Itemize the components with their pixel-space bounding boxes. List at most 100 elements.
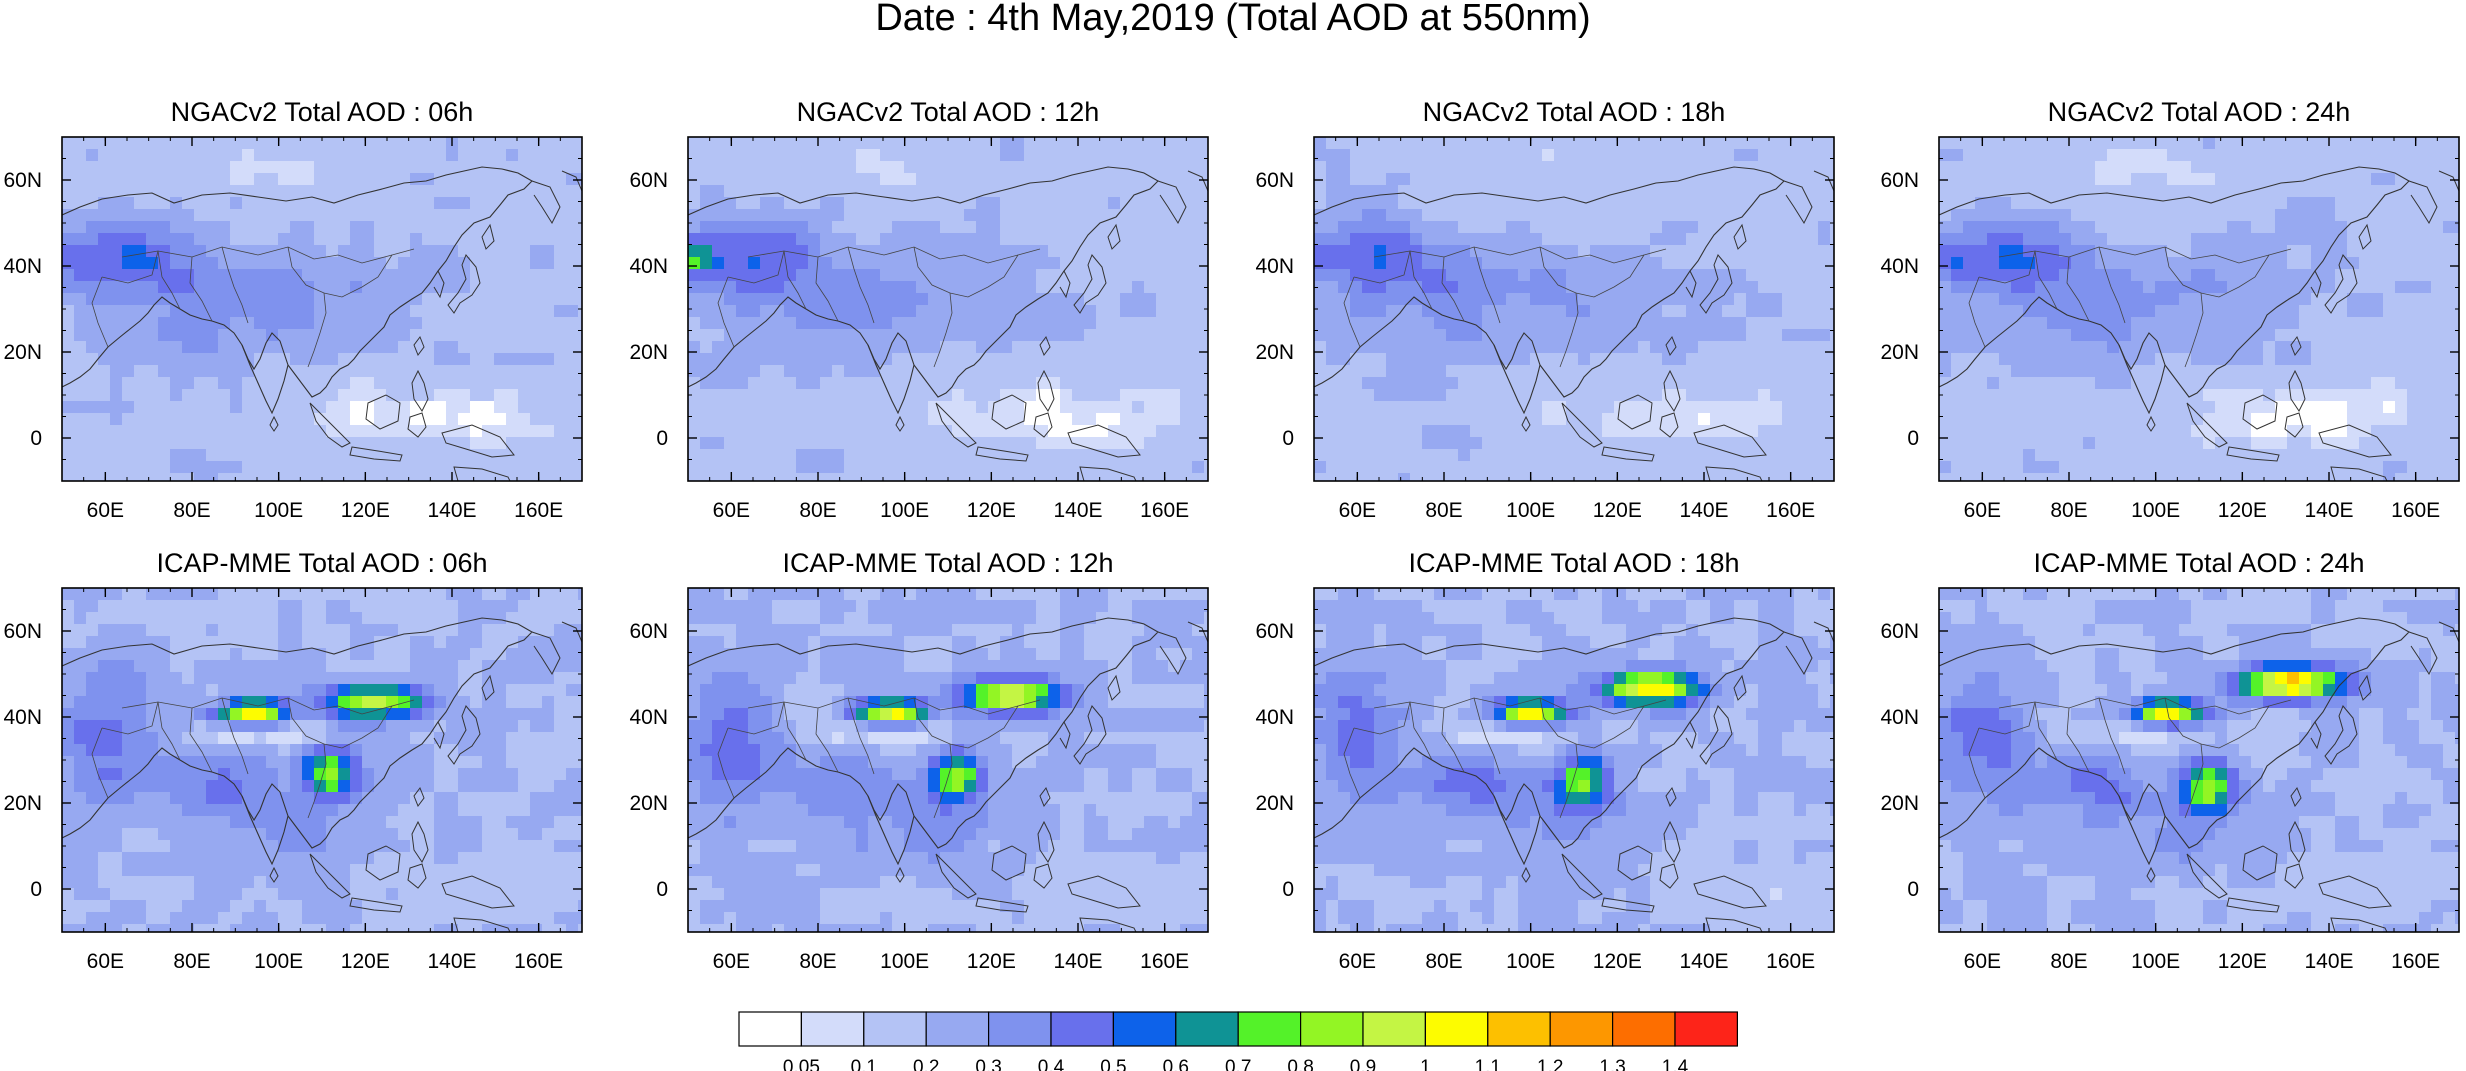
map-panel-icap-12h: ICAP-MME Total AOD : 12h 60E 80E 100E 120E 14…: [629, 548, 1209, 973]
x-tick-label: 80E: [1425, 499, 1462, 522]
y-tick-label: 0: [656, 427, 668, 450]
y-tick-label: 0: [1282, 427, 1294, 450]
colorbar-label: 1.4: [1662, 1057, 1689, 1071]
colorbar-swatch: [1424, 1011, 1489, 1047]
x-tick-label: 60E: [713, 950, 750, 973]
x-tick-label: 160E: [514, 499, 563, 522]
panel-title: ICAP-MME Total AOD : 12h: [782, 548, 1113, 578]
colorbar-swatch: [987, 1011, 1052, 1047]
y-tick-label: 40N: [629, 706, 668, 729]
x-tick-label: 140E: [2304, 950, 2353, 973]
x-tick-label: 100E: [1506, 950, 1555, 973]
y-tick-label: 40N: [1880, 706, 1919, 729]
x-tick-label: 100E: [254, 499, 303, 522]
colorbar-label: 1.2: [1537, 1057, 1563, 1071]
colorbar-label: 0.6: [1163, 1057, 1189, 1071]
x-tick-label: 60E: [87, 499, 124, 522]
y-tick-label: 40N: [629, 255, 668, 278]
x-tick-label: 140E: [2304, 499, 2353, 522]
y-tick-label: 0: [30, 427, 42, 450]
x-tick-label: 80E: [799, 499, 836, 522]
colorbar-label: 0.8: [1287, 1057, 1313, 1071]
x-tick-label: 120E: [967, 499, 1016, 522]
colorbar-label: 1.3: [1599, 1057, 1625, 1071]
panel-title: NGACv2 Total AOD : 24h: [2048, 97, 2351, 127]
colorbar-label: 0.05: [783, 1057, 820, 1071]
x-tick-label: 160E: [1140, 499, 1189, 522]
colorbar-swatch: [1175, 1011, 1239, 1047]
x-tick-label: 100E: [880, 950, 929, 973]
colorbar-swatch: [1611, 1011, 1676, 1047]
colorbar-swatch: [1674, 1011, 1739, 1047]
y-tick-label: 0: [656, 878, 668, 901]
colorbar-label: 0.7: [1225, 1057, 1251, 1071]
colorbar-swatch: [1237, 1011, 1302, 1047]
y-tick-label: 40N: [3, 706, 42, 729]
colorbar-swatch: [1487, 1011, 1551, 1047]
x-tick-label: 80E: [1425, 950, 1462, 973]
x-tick-label: 160E: [1140, 950, 1189, 973]
x-tick-label: 120E: [341, 950, 390, 973]
colorbar-swatch: [1299, 1011, 1364, 1047]
map-panels: NGACv2 Total AOD : 06h 60E 80E 100E 120E 140E…: [3, 97, 2460, 973]
panel-title: NGACv2 Total AOD : 06h: [171, 97, 474, 127]
y-tick-label: 20N: [1880, 341, 1919, 364]
y-tick-label: 0: [1907, 427, 1919, 450]
aod-field: [688, 137, 1208, 481]
colorbar-label: 0.2: [913, 1057, 939, 1071]
panel-title: NGACv2 Total AOD : 12h: [797, 97, 1100, 127]
x-tick-label: 140E: [1679, 499, 1728, 522]
x-tick-label: 160E: [1766, 950, 1815, 973]
panel-title: ICAP-MME Total AOD : 24h: [2033, 548, 2364, 578]
x-tick-label: 100E: [2131, 499, 2180, 522]
colorbar-swatch: [1050, 1011, 1115, 1047]
y-tick-label: 20N: [629, 341, 668, 364]
aod-field: [62, 137, 582, 481]
x-tick-label: 120E: [2218, 499, 2267, 522]
x-tick-label: 100E: [880, 499, 929, 522]
x-tick-label: 140E: [1053, 950, 1102, 973]
colorbar-swatch: [863, 1011, 927, 1047]
x-tick-label: 120E: [967, 950, 1016, 973]
y-tick-label: 60N: [1255, 169, 1294, 192]
x-tick-label: 60E: [87, 950, 124, 973]
colorbar-label: 0.4: [1038, 1057, 1065, 1071]
x-tick-label: 120E: [341, 499, 390, 522]
x-tick-label: 120E: [1593, 499, 1642, 522]
aod-field: [1939, 588, 2459, 932]
x-tick-label: 160E: [2391, 499, 2440, 522]
aod-field: [62, 588, 582, 932]
y-tick-label: 20N: [3, 792, 42, 815]
y-tick-label: 0: [30, 878, 42, 901]
x-tick-label: 160E: [2391, 950, 2440, 973]
x-tick-label: 100E: [254, 950, 303, 973]
x-tick-label: 160E: [514, 950, 563, 973]
map-panel-icap-06h: ICAP-MME Total AOD : 06h 60E 80E 100E 120E 14…: [3, 548, 583, 973]
colorbar-swatch: [1112, 1011, 1177, 1047]
aod-field: [1314, 588, 1834, 932]
y-tick-label: 60N: [629, 169, 668, 192]
x-tick-label: 120E: [2218, 950, 2267, 973]
map-panel-icap-18h: ICAP-MME Total AOD : 18h 60E 80E 100E 120E 14…: [1255, 548, 1835, 973]
aod-colorbar: 0.05 0.1 0.2 0.3 0.4 0.5 0.6 0.7 0.8 0.9 1 1.1 1.2 1.…: [738, 1011, 1739, 1071]
map-panel-ngac-24h: NGACv2 Total AOD : 24h 60E 80E 100E 120E 140E…: [1880, 97, 2460, 522]
colorbar-label: 1.1: [1475, 1057, 1501, 1071]
colorbar-swatch: [925, 1011, 990, 1047]
x-tick-label: 140E: [427, 499, 476, 522]
panel-title: ICAP-MME Total AOD : 06h: [156, 548, 487, 578]
colorbar-label: 0.3: [975, 1057, 1001, 1071]
map-panel-ngac-06h: NGACv2 Total AOD : 06h 60E 80E 100E 120E 140E…: [3, 97, 583, 522]
x-tick-label: 80E: [799, 950, 836, 973]
y-tick-label: 60N: [1880, 169, 1919, 192]
y-tick-label: 0: [1907, 878, 1919, 901]
aod-field: [688, 588, 1208, 932]
x-tick-label: 80E: [173, 950, 210, 973]
map-panel-icap-24h: ICAP-MME Total AOD : 24h 60E 80E 100E 120E 14…: [1880, 548, 2460, 973]
y-tick-label: 60N: [1255, 620, 1294, 643]
y-tick-label: 40N: [1255, 255, 1294, 278]
y-tick-label: 40N: [1255, 706, 1294, 729]
x-tick-label: 60E: [1339, 950, 1376, 973]
aod-field: [1314, 137, 1834, 481]
x-tick-label: 80E: [2050, 950, 2087, 973]
